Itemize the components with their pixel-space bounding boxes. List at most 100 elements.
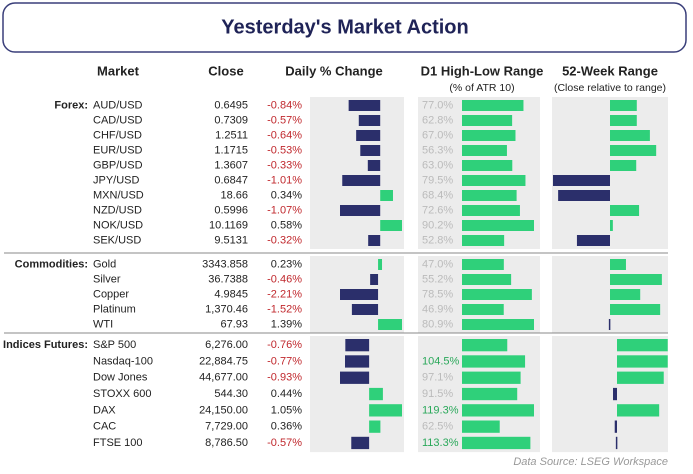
close: 544.30 xyxy=(214,388,248,400)
w52-bar xyxy=(610,220,613,231)
change-bar xyxy=(360,145,381,156)
d1-label: 97.1% xyxy=(422,372,453,384)
d1-bar xyxy=(462,404,534,417)
change-bar xyxy=(351,304,379,315)
change-label: -0.93% xyxy=(267,372,302,384)
d1-bar xyxy=(462,274,512,285)
col-header: Close xyxy=(208,63,243,78)
close: 6,276.00 xyxy=(205,339,248,351)
close: 7,729.00 xyxy=(205,421,248,433)
change-label: -1.52% xyxy=(267,303,302,315)
change-bar xyxy=(369,387,383,401)
w52-bar xyxy=(558,190,610,201)
w52-bar xyxy=(610,274,662,285)
market: STOXX 600 xyxy=(93,388,152,400)
d1-bar xyxy=(462,289,532,300)
change-label: -0.77% xyxy=(267,355,302,367)
change-label: -0.53% xyxy=(267,144,302,156)
panel xyxy=(310,336,404,453)
col-header: D1 High-Low Range xyxy=(421,63,544,78)
change-bar xyxy=(340,289,379,300)
close: 4.9845 xyxy=(214,288,248,300)
market: FTSE 100 xyxy=(93,437,143,449)
change-label: -0.64% xyxy=(267,129,302,141)
w52-bar xyxy=(610,100,637,111)
close: 36.7388 xyxy=(208,273,248,285)
d1-label: 79.5% xyxy=(422,174,453,186)
close: 9.5131 xyxy=(214,234,248,246)
close: 18.66 xyxy=(220,189,248,201)
change-bar xyxy=(370,274,379,285)
d1-bar xyxy=(462,145,507,156)
panel xyxy=(552,336,668,453)
d1-label: 91.5% xyxy=(422,388,453,400)
close: 8,786.50 xyxy=(205,437,248,449)
col-subheader: (% of ATR 10) xyxy=(449,82,514,94)
d1-bar xyxy=(462,355,526,368)
d1-label: 47.0% xyxy=(422,258,453,270)
market: SEK/USD xyxy=(93,234,141,246)
market: CHF/USD xyxy=(93,129,142,141)
w52-bar xyxy=(617,404,660,417)
w52-bar xyxy=(610,145,657,156)
change-label: -2.21% xyxy=(267,288,302,300)
d1-label: 80.9% xyxy=(422,318,453,330)
change-bar xyxy=(348,100,381,111)
w52-bar xyxy=(617,339,668,352)
change-bar xyxy=(378,259,383,270)
close: 0.5996 xyxy=(214,204,248,216)
d1-label: 52.8% xyxy=(422,234,453,246)
market: JPY/USD xyxy=(93,174,140,186)
change-label: 0.34% xyxy=(271,189,302,201)
market: AUD/USD xyxy=(93,99,143,111)
w52-bar xyxy=(610,304,661,315)
d1-bar xyxy=(462,160,513,171)
close: 3343.858 xyxy=(202,258,248,270)
d1-bar xyxy=(462,387,518,401)
market: MXN/USD xyxy=(93,189,144,201)
col-header: Market xyxy=(97,63,140,78)
market: DAX xyxy=(93,404,116,416)
close: 0.6495 xyxy=(214,99,248,111)
close: 24,150.00 xyxy=(199,404,248,416)
d1-label: 119.3% xyxy=(422,404,459,416)
d1-bar xyxy=(462,205,520,216)
d1-label: 67.0% xyxy=(422,129,453,141)
close: 22,884.75 xyxy=(199,355,248,367)
group-label: Forex: xyxy=(54,99,88,111)
change-label: -0.57% xyxy=(267,114,302,126)
footer: Data Source: LSEG Workspace xyxy=(513,456,668,468)
d1-bar xyxy=(462,130,516,141)
d1-bar xyxy=(462,235,505,246)
change-bar xyxy=(345,339,370,352)
market: WTI xyxy=(93,318,113,330)
d1-label: 78.5% xyxy=(422,288,453,300)
d1-bar xyxy=(462,436,531,450)
close: 10.1169 xyxy=(209,219,248,231)
change-label: 1.39% xyxy=(271,318,302,330)
close: 1.2511 xyxy=(215,129,248,141)
w52-bar xyxy=(617,355,668,368)
w52-bar xyxy=(610,160,637,171)
market: Dow Jones xyxy=(93,372,148,384)
market: CAD/USD xyxy=(93,114,143,126)
change-label: 0.44% xyxy=(271,388,302,400)
market: Platinum xyxy=(93,303,136,315)
close: 1.1715 xyxy=(214,144,248,156)
col-subheader: (Close relative to range) xyxy=(554,82,666,94)
change-label: -0.76% xyxy=(267,339,302,351)
market: NZD/USD xyxy=(93,204,142,216)
change-bar xyxy=(367,160,381,171)
market: NOK/USD xyxy=(93,219,143,231)
market: Nasdaq-100 xyxy=(93,355,153,367)
market: S&P 500 xyxy=(93,339,136,351)
change-bar xyxy=(340,371,370,384)
w52-bar xyxy=(610,115,637,126)
d1-label: 72.6% xyxy=(422,204,453,216)
w52-bar xyxy=(610,259,626,270)
market: CAC xyxy=(93,421,116,433)
change-label: 1.05% xyxy=(271,404,302,416)
w52-bar xyxy=(615,436,618,450)
d1-label: 113.3% xyxy=(422,437,459,449)
